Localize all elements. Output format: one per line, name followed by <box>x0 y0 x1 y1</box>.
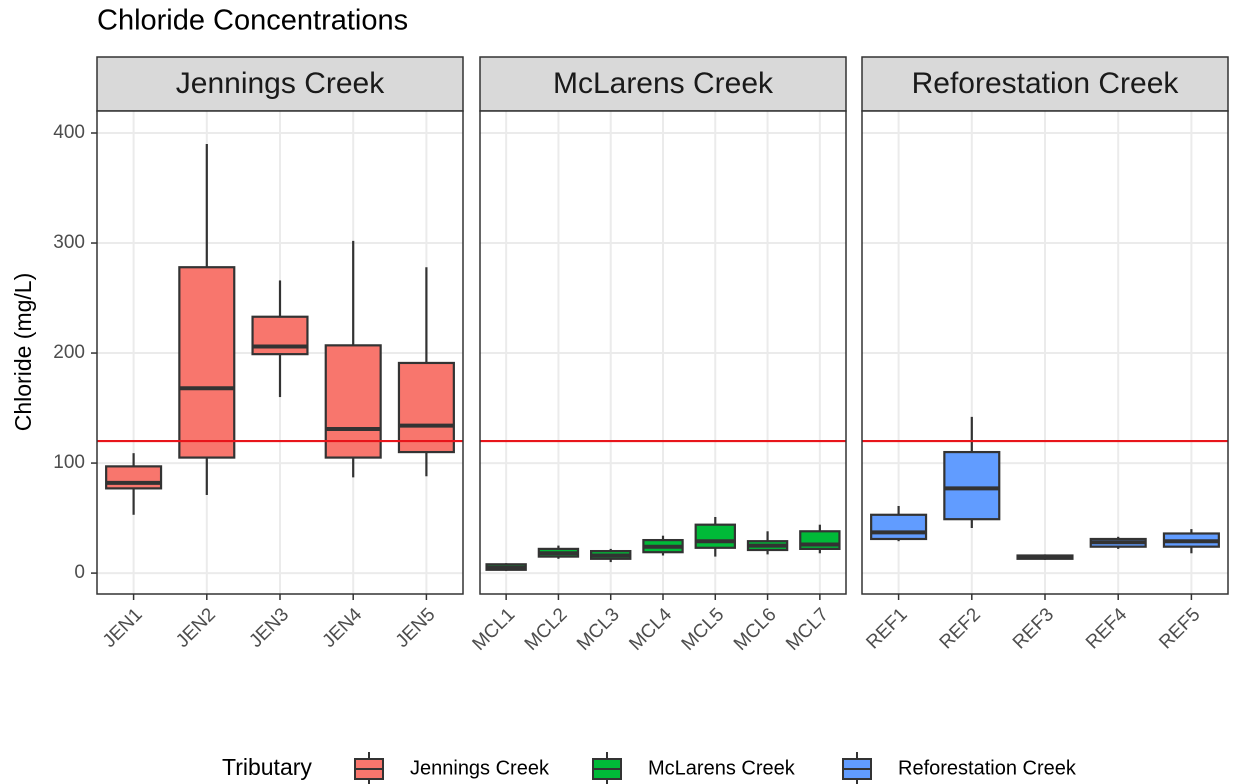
x-tick-label: JEN3 <box>245 604 293 652</box>
x-tick-label: MCL4 <box>625 604 676 655</box>
x-tick-label: MCL3 <box>573 604 624 655</box>
facet-label: McLarens Creek <box>553 67 774 100</box>
y-tick-label: 100 <box>53 452 85 473</box>
box <box>324 344 382 459</box>
box <box>870 513 928 541</box>
legend-item: Jennings Creek <box>354 752 550 784</box>
x-tick-label: MCL2 <box>521 604 572 655</box>
facet-label: Jennings Creek <box>176 67 385 100</box>
y-axis-label: Chloride (mg/L) <box>10 273 36 432</box>
legend-item: Reforestation Creek <box>842 752 1077 784</box>
y-tick-label: 200 <box>53 342 85 363</box>
x-tick-label: REF5 <box>1155 604 1204 653</box>
y-tick-label: 400 <box>53 122 85 143</box>
x-tick-label: REF4 <box>1082 604 1131 653</box>
x-tick-label: JEN1 <box>99 604 147 652</box>
legend-item: McLarens Creek <box>592 752 796 784</box>
legend-label: McLarens Creek <box>648 757 796 779</box>
box <box>178 266 236 459</box>
y-tick-label: 0 <box>74 562 85 583</box>
y-tick-label: 300 <box>53 232 85 253</box>
box <box>397 361 455 454</box>
x-tick-label: JEN5 <box>392 604 440 652</box>
x-tick-label: REF3 <box>1009 604 1058 653</box>
x-tick-label: REF2 <box>936 604 985 653</box>
x-tick-label: JEN4 <box>319 604 367 652</box>
x-tick-label: MCL6 <box>730 604 781 655</box>
legend-label: Jennings Creek <box>410 757 550 779</box>
facet-strip <box>861 56 1229 112</box>
facet-strip <box>96 56 464 112</box>
x-tick-label: REF1 <box>862 604 911 653</box>
x-tick-label: MCL1 <box>469 604 520 655</box>
facet-label: Reforestation Creek <box>912 67 1180 100</box>
legend-title: Tributary <box>222 754 312 780</box>
legend-label: Reforestation Creek <box>898 757 1077 779</box>
box <box>943 450 1001 521</box>
box <box>251 315 309 356</box>
facet-strip <box>479 56 847 112</box>
x-tick-label: MCL5 <box>678 604 729 655</box>
chart-title: Chloride Concentrations <box>97 5 408 37</box>
box <box>694 523 736 549</box>
box <box>105 465 163 490</box>
x-tick-label: JEN2 <box>172 604 220 652</box>
x-tick-label: MCL7 <box>782 604 833 655</box>
